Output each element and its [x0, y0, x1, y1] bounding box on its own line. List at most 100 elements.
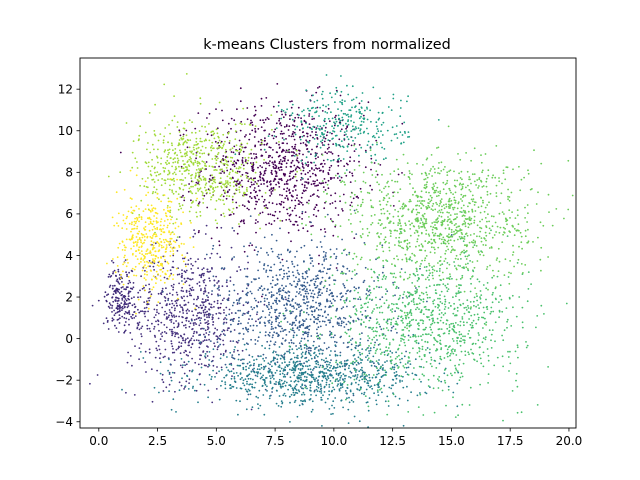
data-point: [385, 338, 388, 340]
data-point: [226, 169, 229, 172]
data-point: [321, 97, 324, 100]
data-point: [115, 327, 118, 329]
data-point: [235, 372, 238, 374]
data-point: [301, 135, 304, 138]
data-point: [323, 228, 326, 230]
data-point: [229, 280, 232, 282]
data-point: [204, 284, 207, 287]
data-point: [389, 309, 392, 311]
data-point: [385, 299, 388, 302]
data-point: [334, 122, 337, 125]
data-point: [262, 353, 265, 356]
data-point: [289, 304, 292, 306]
data-point: [335, 308, 338, 311]
data-point: [226, 356, 228, 358]
data-point: [337, 383, 339, 386]
data-point: [260, 285, 263, 288]
data-point: [241, 290, 244, 293]
data-point: [410, 293, 413, 296]
data-point: [209, 313, 212, 316]
data-point: [369, 109, 371, 112]
data-point: [312, 344, 315, 347]
data-point: [230, 387, 232, 390]
data-point: [272, 294, 275, 297]
data-point: [368, 345, 370, 347]
data-point: [297, 280, 299, 283]
data-point: [449, 354, 451, 357]
data-point: [412, 297, 415, 300]
data-point: [178, 282, 181, 285]
data-point: [178, 236, 181, 238]
data-point: [241, 159, 244, 162]
data-point: [334, 344, 337, 347]
data-point: [343, 381, 345, 384]
data-point: [319, 303, 322, 306]
data-point: [346, 150, 349, 153]
data-point: [186, 277, 189, 280]
data-point: [354, 367, 356, 370]
data-point: [297, 272, 299, 274]
data-point: [170, 312, 173, 315]
data-point: [236, 108, 238, 111]
data-point: [386, 349, 389, 352]
data-point: [324, 201, 326, 204]
data-point: [317, 384, 320, 386]
data-point: [359, 129, 361, 132]
data-point: [456, 342, 459, 345]
data-point: [334, 367, 337, 369]
data-point: [419, 298, 422, 301]
data-point: [293, 125, 296, 127]
data-point: [184, 281, 187, 284]
data-point: [386, 318, 389, 321]
data-point: [272, 302, 274, 305]
data-point: [183, 277, 186, 280]
data-point: [299, 369, 302, 371]
data-point: [330, 96, 333, 99]
data-point: [397, 222, 400, 224]
data-point: [304, 357, 306, 359]
data-point: [315, 278, 317, 280]
data-point: [178, 315, 181, 318]
data-point: [171, 306, 173, 309]
data-point: [306, 230, 309, 233]
data-point: [305, 272, 308, 275]
data-point: [302, 324, 305, 327]
data-point: [146, 324, 149, 327]
data-point: [344, 301, 346, 304]
data-point: [423, 200, 426, 202]
data-point: [118, 314, 121, 316]
data-point: [347, 328, 350, 331]
data-point: [347, 143, 350, 146]
data-point: [345, 332, 348, 335]
data-point: [402, 293, 405, 296]
data-point: [179, 352, 182, 355]
data-point: [297, 199, 300, 202]
data-point: [270, 323, 273, 326]
data-point: [254, 145, 256, 148]
data-point: [361, 348, 364, 350]
data-point: [163, 276, 166, 279]
data-point: [507, 350, 509, 353]
data-point: [174, 335, 176, 338]
data-point: [124, 321, 127, 323]
data-point: [385, 288, 387, 291]
data-point: [367, 290, 370, 293]
data-point: [239, 129, 242, 132]
data-point: [425, 286, 428, 289]
data-point: [181, 269, 183, 271]
data-point: [180, 384, 183, 387]
data-point: [333, 130, 336, 133]
data-point: [332, 325, 334, 328]
data-point: [245, 275, 248, 278]
data-point: [300, 159, 303, 162]
data-point: [294, 147, 296, 150]
data-point: [121, 315, 124, 318]
data-point: [451, 277, 453, 280]
data-point: [140, 275, 143, 278]
data-point: [258, 363, 260, 366]
data-point: [511, 390, 514, 392]
data-point: [273, 331, 276, 334]
data-point: [334, 279, 337, 282]
data-point: [509, 362, 512, 365]
data-point: [461, 403, 464, 406]
